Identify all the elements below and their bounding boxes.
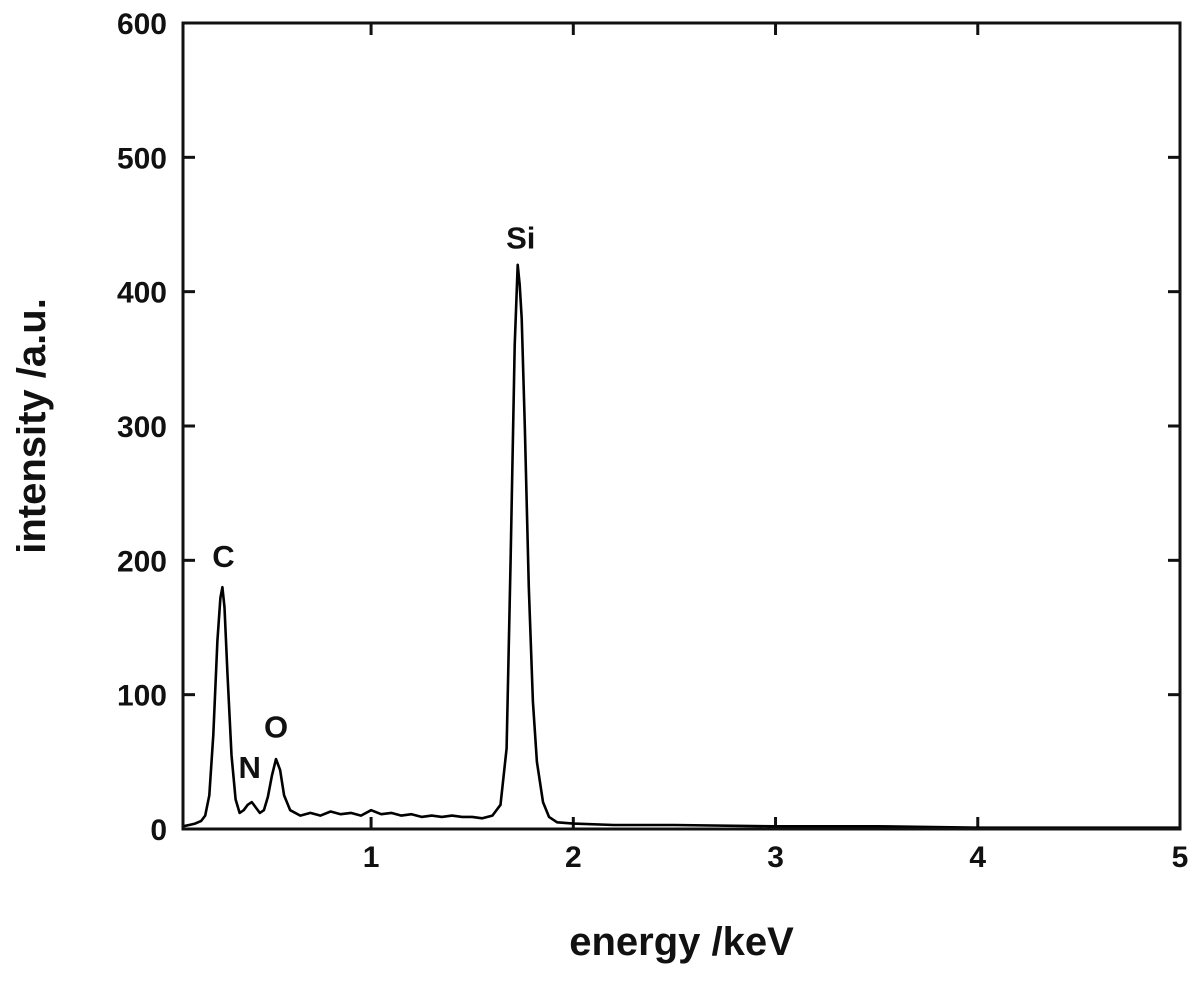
x-tick-label: 3 — [767, 841, 784, 874]
x-tick-label: 4 — [969, 841, 986, 874]
y-tick-label: 600 — [117, 8, 167, 41]
y-tick-label: 300 — [117, 411, 167, 444]
x-axis-label: energy /keV — [569, 920, 794, 964]
y-axis-label: intensity /a.u. — [10, 298, 54, 554]
peak-label: C — [212, 539, 234, 574]
y-tick-label: 200 — [117, 545, 167, 578]
peak-label: N — [239, 750, 261, 785]
x-tick-label: 5 — [1172, 841, 1189, 874]
plot-frame — [181, 21, 1182, 831]
y-tick-label: 400 — [117, 277, 167, 310]
x-tick-label: 1 — [363, 841, 380, 874]
spectrum-line — [182, 263, 1180, 829]
series-layer — [182, 263, 1180, 829]
annotation-layer: C NO Si — [212, 221, 535, 785]
y-tick-label: 500 — [117, 142, 167, 175]
y-tick-label: 100 — [117, 680, 167, 713]
peak-label: Si — [506, 221, 535, 256]
ticks-layer: 1 2 3 4 5 0 100 200 300 400 500 600 — [117, 8, 1188, 874]
peak-label: O — [264, 710, 288, 745]
x-tick-label: 2 — [565, 841, 582, 874]
y-tick-label: 0 — [150, 814, 167, 847]
